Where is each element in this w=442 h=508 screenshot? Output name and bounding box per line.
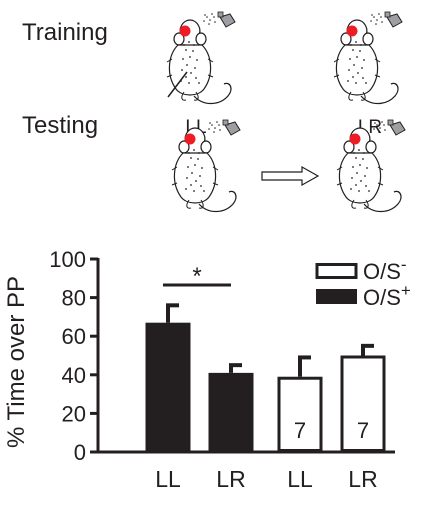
x-tick-label-1: LR — [216, 466, 245, 492]
significance-label: * — [192, 263, 201, 290]
y-tick-label-20: 20 — [62, 401, 86, 426]
bar-n-label-2: 7 — [294, 418, 306, 443]
y-axis: 0 20 40 60 80 100 — [49, 247, 100, 465]
legend: O/S-O/S+ — [315, 255, 411, 310]
bar-n-label-1: 7 — [225, 418, 237, 443]
legend-label-1: O/S+ — [363, 281, 411, 310]
y-axis-label: % Time over PP — [3, 276, 30, 448]
red-marker-icon — [184, 133, 196, 145]
sprayer-icon — [369, 11, 403, 28]
legend-swatch-0 — [315, 263, 358, 279]
bar-n-label-3: 7 — [357, 418, 369, 443]
significance-marker: * — [163, 263, 231, 290]
pointer-arrow — [167, 71, 188, 98]
transition-arrow-icon — [261, 165, 320, 187]
mouse-icon-training-left — [166, 11, 236, 105]
y-tick-label-40: 40 — [62, 363, 86, 388]
x-tick-label-0: LL — [155, 466, 181, 492]
x-tick-label-2: LL — [287, 466, 313, 492]
bars: 7 7 7 7 — [145, 303, 386, 453]
training-label: Training — [22, 19, 108, 46]
y-tick-label-100: 100 — [49, 247, 86, 272]
red-marker-icon — [349, 133, 361, 145]
y-tick-label-80: 80 — [62, 286, 86, 311]
x-axis: LL LR LL LR — [97, 450, 395, 492]
testing-label: Testing — [22, 112, 98, 139]
x-tick-label-3: LR — [348, 466, 377, 492]
legend-swatch-1 — [316, 289, 357, 304]
red-marker-icon — [346, 25, 358, 37]
sprayer-icon — [202, 11, 236, 28]
bar-chart: 7 7 7 7 0 20 40 60 80 100 LL LR LL LR % Time over P… — [3, 247, 411, 492]
bar-3 — [340, 355, 386, 452]
mouse-icon-training-right — [333, 11, 403, 105]
bar-n-label-0: 7 — [162, 418, 174, 443]
y-tick-label-60: 60 — [62, 324, 86, 349]
legend-label-0: O/S- — [363, 255, 407, 284]
red-marker-icon — [179, 25, 191, 37]
sprayer-icon — [207, 119, 241, 136]
y-tick-label-0: 0 — [74, 440, 86, 465]
bar-1 — [208, 372, 254, 452]
bar-0 — [145, 322, 191, 452]
